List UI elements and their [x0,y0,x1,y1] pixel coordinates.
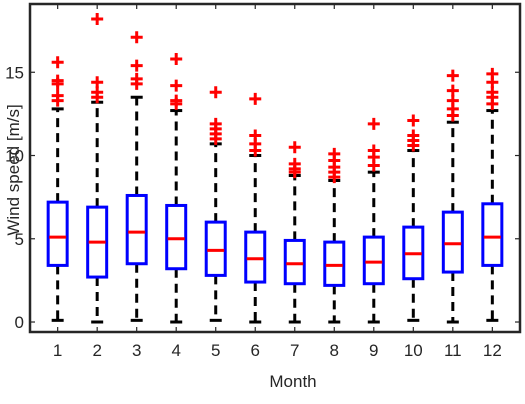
box-group-11 [441,69,464,324]
outlier-point [170,79,183,92]
box-group-5 [204,86,227,322]
outlier-point [367,117,380,130]
y-tick-label: 10 [5,147,24,166]
box [86,205,109,279]
x-tick-label: 7 [290,341,299,360]
outlier-point [328,147,341,160]
x-tick-label: 3 [132,341,141,360]
box-group-3 [125,31,148,322]
outlier-point [51,74,64,87]
box-group-9 [362,117,385,324]
plot-frame [28,2,522,334]
outlier-point [130,59,143,72]
x-tick-label: 6 [251,341,260,360]
box-group-2 [86,12,109,324]
box [323,240,346,287]
box [362,235,385,286]
box [165,203,188,271]
x-tick-label: 4 [171,341,180,360]
x-tick-label: 1 [53,341,62,360]
outlier-point [446,69,459,82]
outlier-point [51,89,64,102]
box [283,238,306,286]
box-group-4 [165,52,188,324]
y-axis-label: Wind speed [m/s] [4,104,23,235]
outlier-point [91,76,104,89]
box-group-6 [244,92,267,324]
outlier-point [170,94,183,107]
outlier-point [288,141,301,154]
box [402,225,425,281]
x-tick-label: 10 [404,341,423,360]
box [204,220,227,277]
x-tick-label: 12 [483,341,502,360]
outlier-point [446,84,459,97]
data-layer [46,12,504,324]
outlier-point [209,86,222,99]
box [46,200,69,267]
outlier-point [249,92,262,105]
box [244,230,267,284]
box [125,193,148,266]
frame-layer [28,2,522,334]
outlier-point [367,144,380,157]
outlier-point [209,117,222,130]
box [481,202,504,267]
outlier-point [486,67,499,80]
box-group-12 [481,67,504,322]
outlier-point [170,52,183,65]
y-tick-label: 0 [15,313,24,332]
x-axis-label: Month [269,372,316,391]
outlier-point [130,72,143,85]
y-tick-label: 15 [5,63,24,82]
x-tick-label: 2 [92,341,101,360]
x-tick-label: 8 [330,341,339,360]
x-tick-label: 11 [444,341,462,360]
outlier-point [130,31,143,44]
box-group-1 [46,56,69,322]
box [441,210,464,274]
outlier-point [249,129,262,142]
outlier-point [91,12,104,25]
box-group-8 [323,147,346,324]
outlier-point [407,114,420,127]
y-tick-label: 5 [15,230,24,249]
box-group-7 [283,141,306,324]
x-tick-label: 5 [211,341,220,360]
outlier-point [288,157,301,170]
x-tick-label: 9 [369,341,378,360]
outlier-point [51,56,64,69]
outlier-point [407,129,420,142]
box-group-10 [402,114,425,322]
